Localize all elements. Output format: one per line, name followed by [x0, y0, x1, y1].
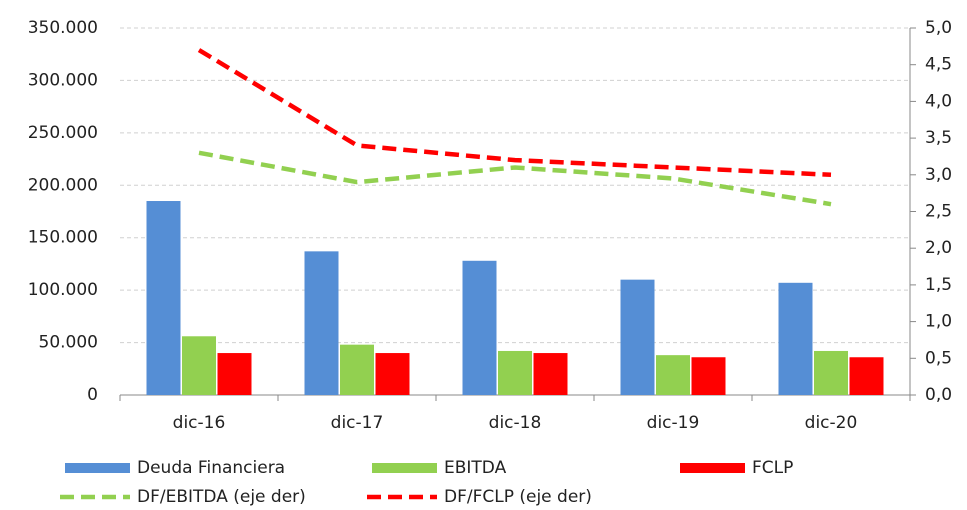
- bar: [849, 357, 884, 395]
- bar: [620, 279, 655, 395]
- bar: [691, 357, 726, 395]
- line-series: [197, 48, 832, 178]
- bar: [304, 251, 339, 395]
- bar: [498, 350, 532, 395]
- y2-tick-label: 2,0: [925, 238, 952, 258]
- bar: [778, 282, 813, 395]
- legend-swatch: [65, 463, 130, 473]
- y-tick-label: 50.000: [39, 333, 98, 353]
- y-tick-label: 200.000: [28, 175, 98, 195]
- y2-tick-label: 4,5: [925, 55, 952, 75]
- line-series: [198, 150, 832, 207]
- bar: [533, 353, 568, 395]
- x-tick-label: dic-16: [173, 413, 226, 433]
- y2-tick-label: 3,0: [925, 165, 952, 185]
- bar: [656, 355, 690, 395]
- legend-swatch: [680, 463, 745, 473]
- y2-tick-label: 0,5: [925, 348, 952, 368]
- legend-swatch: [372, 463, 437, 473]
- y2-tick-label: 4,0: [925, 91, 952, 111]
- y-tick-label: 100.000: [28, 280, 98, 300]
- bar: [375, 353, 410, 395]
- bar: [814, 350, 848, 395]
- y2-tick-label: 2,5: [925, 202, 952, 222]
- x-tick-label: dic-18: [489, 413, 542, 433]
- x-tick-label: dic-20: [805, 413, 858, 433]
- x-tick-label: dic-17: [331, 413, 384, 433]
- bar: [146, 201, 181, 395]
- legend-label: Deuda Financiera: [137, 458, 285, 478]
- x-tick-label: dic-19: [647, 413, 700, 433]
- legend-label: FCLP: [752, 458, 793, 478]
- y-tick-label: 250.000: [28, 123, 98, 143]
- y2-tick-label: 5,0: [925, 18, 952, 38]
- y-tick-label: 350.000: [28, 18, 98, 38]
- bar: [462, 260, 497, 395]
- legend-label: DF/FCLP (eje der): [444, 487, 592, 507]
- y2-tick-label: 1,0: [925, 312, 952, 332]
- bar: [340, 344, 374, 395]
- y2-tick-label: 0,0: [925, 385, 952, 405]
- y-tick-label: 300.000: [28, 70, 98, 90]
- bar: [182, 336, 216, 395]
- legend-label: DF/EBITDA (eje der): [137, 487, 306, 507]
- y-tick-label: 150.000: [28, 228, 98, 248]
- legend-label: EBITDA: [444, 458, 507, 478]
- y2-tick-label: 1,5: [925, 275, 952, 295]
- y-tick-label: 0: [87, 385, 98, 405]
- y2-tick-label: 3,5: [925, 128, 952, 148]
- bar: [217, 353, 252, 395]
